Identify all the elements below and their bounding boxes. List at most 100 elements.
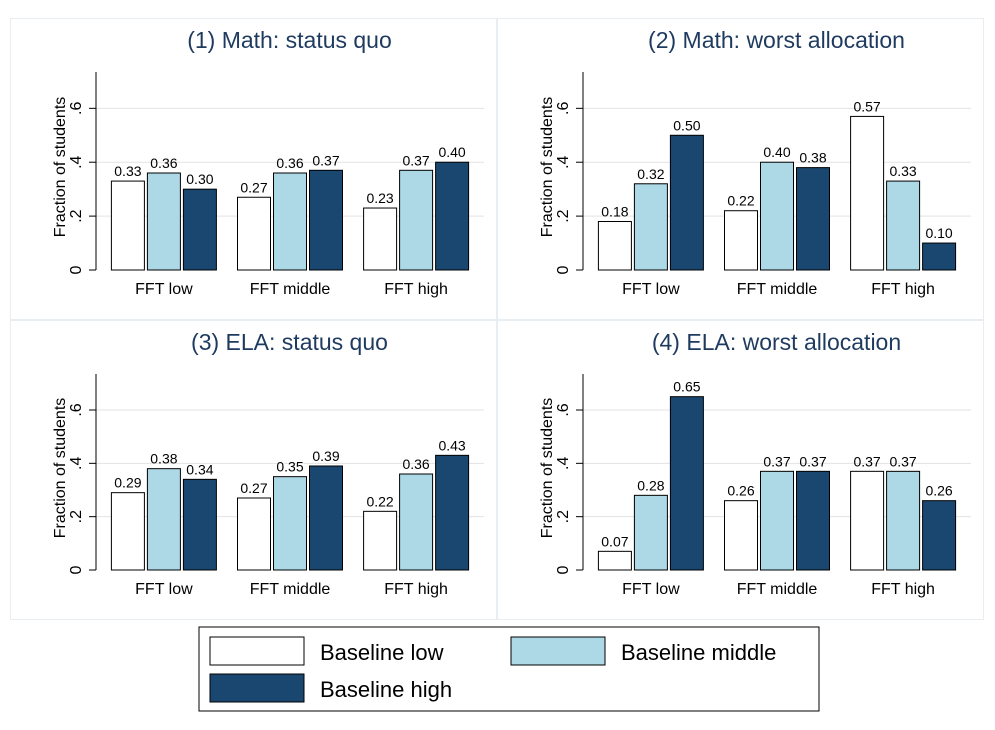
bar-baseline-low <box>237 196 271 271</box>
x-category-label: FFT low <box>622 281 680 298</box>
bar-value-label: 0.33 <box>114 163 141 179</box>
bar-value-label: 0.40 <box>438 144 465 160</box>
bar-baseline-middle <box>399 473 434 571</box>
y-tick-label: .2 <box>555 510 572 523</box>
bar-baseline-low <box>110 180 145 271</box>
y-tick-label: .6 <box>555 102 572 115</box>
bar-baseline-low <box>850 470 885 571</box>
bar-value-label: 0.65 <box>673 379 700 395</box>
x-category-label: FFT high <box>871 581 935 598</box>
x-category-label: FFT middle <box>250 281 331 298</box>
bar-value-label: 0.18 <box>601 204 628 220</box>
y-tick-label: .4 <box>555 457 572 470</box>
bar-value-label: 0.37 <box>799 453 826 469</box>
bar-value-label: 0.23 <box>366 190 393 206</box>
bar-baseline-high <box>435 161 470 271</box>
x-category-label: FFT low <box>135 581 193 598</box>
bar-value-label: 0.40 <box>763 144 790 160</box>
chart-panel-2: (2) Math: worst allocation 0 .2 .4 .6Fractio… <box>497 18 984 320</box>
bar-value-label: 0.33 <box>889 163 916 179</box>
chart-title: (4) ELA: worst allocation <box>652 329 901 355</box>
legend-swatch <box>209 636 305 666</box>
legend: Baseline low Baseline middle Baseline high <box>198 626 820 712</box>
bar-baseline-low <box>237 497 271 571</box>
bar-value-label: 0.27 <box>240 179 267 195</box>
bar-baseline-middle <box>760 161 794 271</box>
bar-baseline-middle <box>886 180 921 271</box>
bar-value-label: 0.10 <box>925 225 952 241</box>
legend-swatch <box>510 636 606 666</box>
bar-baseline-middle <box>273 476 307 571</box>
bar-baseline-high <box>309 169 343 271</box>
x-category-label: FFT high <box>871 281 935 298</box>
bar-baseline-middle <box>886 470 921 571</box>
bar-value-label: 0.26 <box>925 483 952 499</box>
legend-label: Baseline high <box>320 677 452 702</box>
bar-value-label: 0.37 <box>763 453 790 469</box>
bar-value-label: 0.30 <box>186 171 213 187</box>
bar-value-label: 0.27 <box>240 480 267 496</box>
x-category-label: FFT low <box>135 281 193 298</box>
y-axis-label: Fraction of students <box>539 97 556 238</box>
bar-value-label: 0.22 <box>727 193 754 209</box>
bar-value-label: 0.07 <box>601 533 628 549</box>
bar-baseline-low <box>597 221 632 271</box>
bar-baseline-low <box>110 492 145 571</box>
chart-title: (1) Math: status quo <box>187 27 392 53</box>
bar-baseline-middle <box>633 183 668 271</box>
bar-value-label: 0.36 <box>276 155 303 171</box>
bar-baseline-low <box>850 115 885 271</box>
y-tick-label: 0 <box>555 565 572 574</box>
y-tick-label: 0 <box>68 265 85 274</box>
bar-baseline-middle <box>146 172 181 271</box>
bar-baseline-high <box>309 465 343 571</box>
bar-value-label: 0.43 <box>438 437 465 453</box>
y-tick-label: .2 <box>555 209 572 222</box>
bar-value-label: 0.37 <box>312 152 339 168</box>
y-tick-label: .6 <box>68 102 85 115</box>
bar-baseline-high <box>922 500 957 571</box>
y-tick-label: .4 <box>68 155 85 168</box>
chart-title: (2) Math: worst allocation <box>648 27 905 53</box>
bar-value-label: 0.38 <box>799 150 826 166</box>
bar-baseline-high <box>796 470 830 571</box>
y-axis-label: Fraction of students <box>539 398 556 539</box>
bar-value-label: 0.36 <box>150 155 177 171</box>
bar-value-label: 0.22 <box>366 493 393 509</box>
chart-panel-4: (4) ELA: worst allocation 0 .2 .4 .6Fraction… <box>497 320 984 620</box>
bar-baseline-high <box>669 396 704 571</box>
y-tick-label: .2 <box>68 510 85 523</box>
bar-value-label: 0.37 <box>889 453 916 469</box>
bar-baseline-middle <box>633 494 668 571</box>
bar-baseline-high <box>182 188 217 271</box>
legend-swatch <box>209 673 305 703</box>
bar-baseline-low <box>363 510 398 571</box>
y-tick-label: 0 <box>555 265 572 274</box>
x-category-label: FFT high <box>384 581 448 598</box>
bar-baseline-low <box>597 550 632 571</box>
bar-baseline-middle <box>273 172 307 271</box>
bar-value-label: 0.34 <box>186 461 213 477</box>
x-category-label: FFT middle <box>737 581 818 598</box>
bar-baseline-low <box>363 207 398 271</box>
bar-value-label: 0.35 <box>276 459 303 475</box>
y-axis-label: Fraction of students <box>52 97 69 238</box>
legend-label: Baseline low <box>320 640 444 665</box>
bar-baseline-high <box>435 454 470 571</box>
y-axis-label: Fraction of students <box>52 398 69 539</box>
bar-value-label: 0.36 <box>402 456 429 472</box>
bar-baseline-middle <box>399 169 434 271</box>
bar-baseline-middle <box>760 470 794 571</box>
bar-value-label: 0.50 <box>673 117 700 133</box>
bar-baseline-high <box>922 242 957 271</box>
y-tick-label: .4 <box>555 155 572 168</box>
bar-value-label: 0.37 <box>402 152 429 168</box>
legend-label: Baseline middle <box>621 640 776 665</box>
y-tick-label: .4 <box>68 457 85 470</box>
y-tick-label: .6 <box>68 403 85 416</box>
bar-value-label: 0.28 <box>637 477 664 493</box>
chart-title: (3) ELA: status quo <box>191 329 388 355</box>
